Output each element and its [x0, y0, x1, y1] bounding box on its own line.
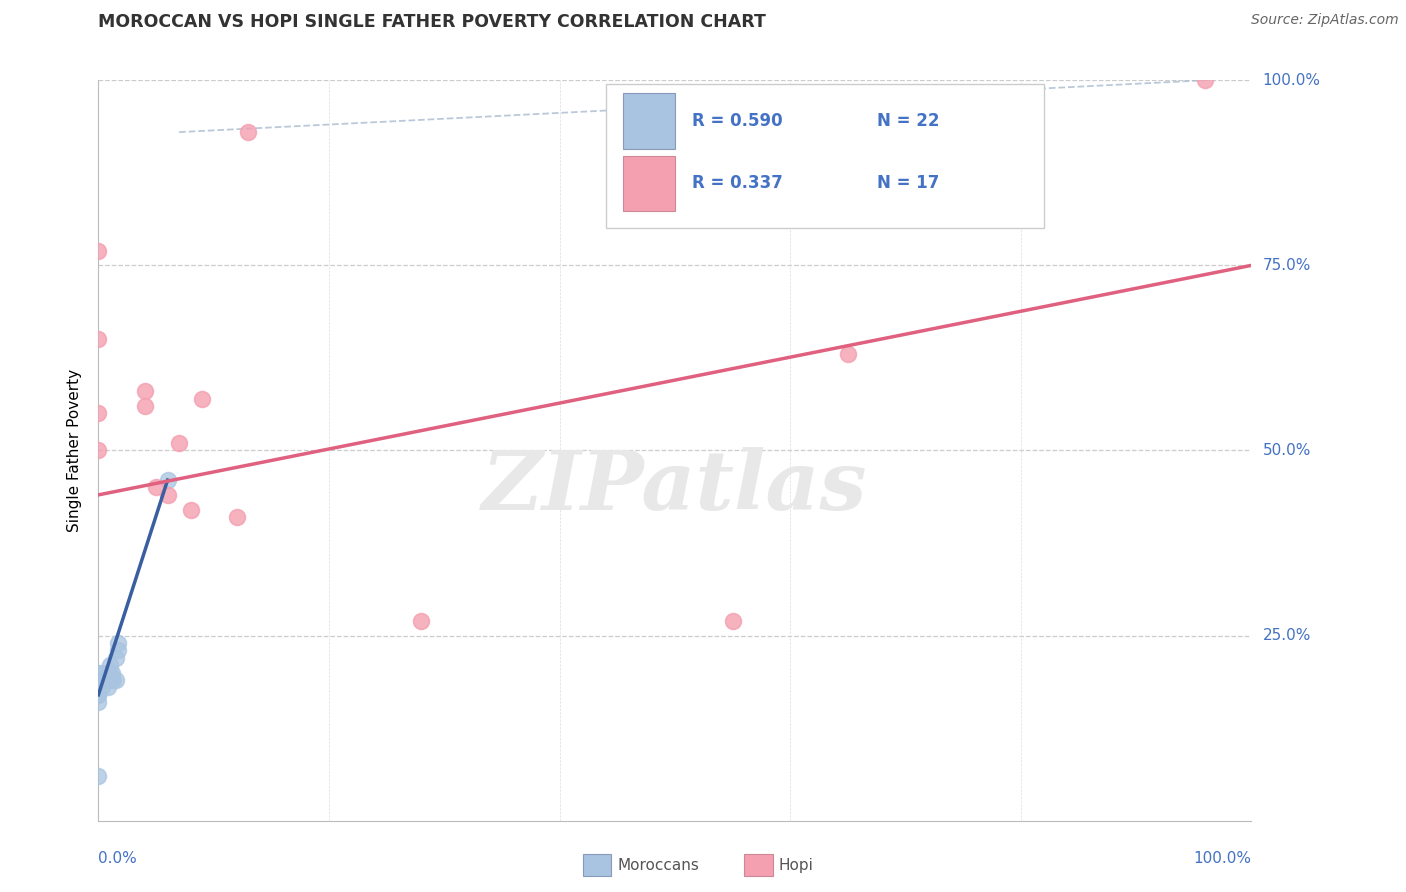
Text: Moroccans: Moroccans — [617, 857, 699, 872]
Point — [145, 480, 167, 494]
Point — [87, 769, 110, 783]
Point — [93, 673, 115, 687]
Point — [87, 665, 110, 680]
Point — [87, 244, 110, 258]
Point — [101, 665, 124, 680]
Text: 0.0%: 0.0% — [98, 851, 138, 866]
Point — [191, 392, 214, 406]
Point — [837, 347, 859, 361]
FancyBboxPatch shape — [623, 94, 675, 149]
Point — [103, 673, 125, 687]
Point — [98, 673, 121, 687]
Text: 25.0%: 25.0% — [1263, 628, 1310, 643]
Text: R = 0.590: R = 0.590 — [692, 112, 783, 130]
Point — [721, 614, 744, 628]
Text: 100.0%: 100.0% — [1263, 73, 1320, 87]
Point — [87, 443, 110, 458]
Point — [98, 665, 121, 680]
Point — [90, 681, 112, 695]
Point — [87, 688, 110, 702]
Point — [107, 636, 129, 650]
Point — [167, 436, 190, 450]
Text: Hopi: Hopi — [779, 857, 814, 872]
FancyBboxPatch shape — [582, 854, 612, 876]
Point — [87, 688, 110, 702]
Point — [94, 673, 117, 687]
FancyBboxPatch shape — [606, 84, 1043, 228]
Text: 50.0%: 50.0% — [1263, 443, 1310, 458]
Point — [90, 665, 112, 680]
Text: Source: ZipAtlas.com: Source: ZipAtlas.com — [1251, 13, 1399, 28]
Point — [97, 681, 120, 695]
Point — [87, 333, 110, 347]
Point — [98, 658, 121, 673]
Point — [225, 510, 247, 524]
FancyBboxPatch shape — [744, 854, 773, 876]
Point — [156, 488, 179, 502]
Point — [156, 473, 179, 487]
Text: 75.0%: 75.0% — [1263, 258, 1310, 273]
Point — [87, 695, 110, 709]
Point — [87, 407, 110, 421]
Y-axis label: Single Father Poverty: Single Father Poverty — [67, 369, 83, 532]
Point — [411, 614, 433, 628]
Point — [107, 643, 129, 657]
Text: N = 17: N = 17 — [877, 174, 939, 193]
Point — [1194, 73, 1216, 87]
Text: R = 0.337: R = 0.337 — [692, 174, 783, 193]
Point — [134, 384, 156, 399]
Point — [101, 673, 124, 687]
Point — [97, 673, 120, 687]
Point — [238, 125, 260, 139]
Text: 100.0%: 100.0% — [1194, 851, 1251, 866]
Point — [180, 502, 202, 516]
FancyBboxPatch shape — [623, 155, 675, 211]
Text: ZIPatlas: ZIPatlas — [482, 448, 868, 527]
Point — [104, 673, 127, 687]
Text: N = 22: N = 22 — [877, 112, 939, 130]
Text: MOROCCAN VS HOPI SINGLE FATHER POVERTY CORRELATION CHART: MOROCCAN VS HOPI SINGLE FATHER POVERTY C… — [98, 13, 766, 31]
Point — [134, 399, 156, 413]
Point — [104, 650, 127, 665]
